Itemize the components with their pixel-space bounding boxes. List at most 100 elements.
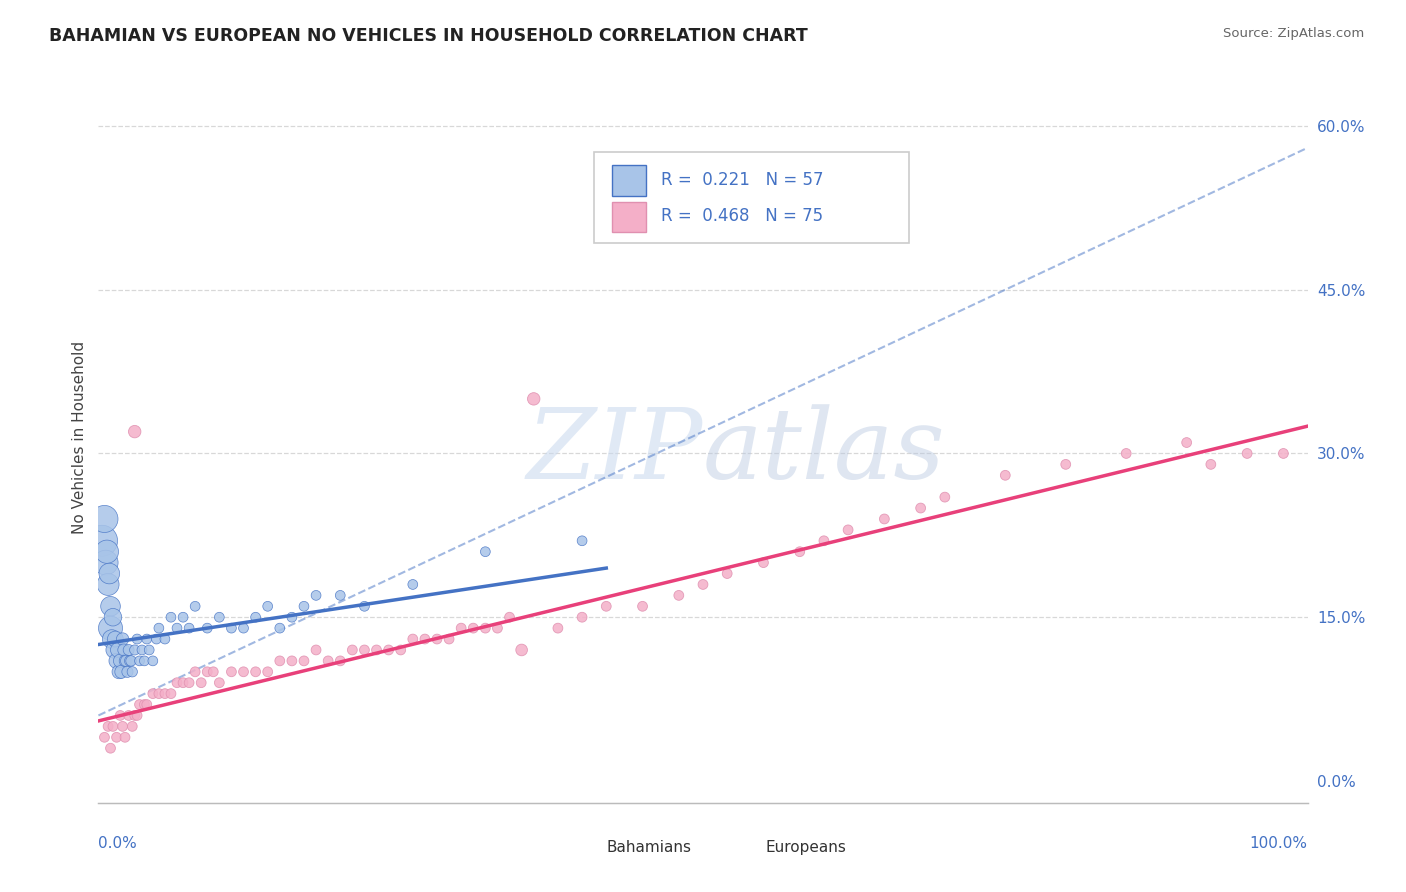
Point [100, 741, 122, 756]
Point [124, 425, 146, 439]
Text: 100.0%: 100.0% [1250, 836, 1308, 851]
Point [389, 643, 412, 657]
Point [305, 643, 328, 657]
Point [994, 468, 1017, 483]
Point [100, 599, 122, 614]
Point [195, 665, 218, 679]
Point [131, 643, 153, 657]
FancyBboxPatch shape [613, 202, 647, 232]
FancyBboxPatch shape [576, 838, 600, 858]
Point [94, 556, 117, 570]
Text: Bahamians: Bahamians [606, 840, 692, 855]
Point [190, 675, 212, 690]
Point [426, 632, 449, 646]
Point [1175, 435, 1198, 450]
Point [571, 610, 593, 624]
Point [179, 675, 201, 690]
Point [232, 621, 254, 635]
Point [153, 632, 176, 646]
Point [281, 610, 304, 624]
Point [353, 599, 375, 614]
Point [128, 654, 150, 668]
Point [100, 632, 122, 646]
Point [221, 665, 243, 679]
Point [329, 654, 352, 668]
Text: Europeans: Europeans [766, 840, 846, 855]
Point [135, 632, 157, 646]
Point [463, 621, 485, 635]
Point [108, 665, 131, 679]
Point [910, 501, 932, 516]
Point [153, 687, 176, 701]
Point [127, 632, 149, 646]
Point [166, 675, 188, 690]
Point [121, 719, 143, 733]
Point [292, 654, 315, 668]
Text: BAHAMIAN VS EUROPEAN NO VEHICLES IN HOUSEHOLD CORRELATION CHART: BAHAMIAN VS EUROPEAN NO VEHICLES IN HOUS… [49, 27, 808, 45]
Point [166, 621, 188, 635]
Point [377, 643, 399, 657]
Point [245, 610, 267, 624]
Point [117, 665, 139, 679]
Point [692, 577, 714, 591]
Point [120, 654, 142, 668]
Point [292, 599, 315, 614]
Text: R =  0.468   N = 75: R = 0.468 N = 75 [661, 207, 823, 225]
Point [112, 643, 135, 657]
FancyBboxPatch shape [735, 838, 759, 858]
Point [366, 643, 388, 657]
Point [148, 687, 170, 701]
FancyBboxPatch shape [595, 152, 908, 244]
Point [93, 512, 115, 526]
Point [115, 654, 138, 668]
Point [124, 708, 146, 723]
Point [752, 556, 775, 570]
Point [97, 719, 120, 733]
Text: atlas: atlas [703, 404, 946, 500]
Point [127, 708, 149, 723]
Point [135, 698, 157, 712]
Point [474, 545, 496, 559]
Point [437, 632, 460, 646]
Point [114, 731, 136, 745]
Point [172, 610, 194, 624]
Point [118, 654, 141, 668]
Point [121, 665, 143, 679]
Point [873, 512, 896, 526]
Point [108, 654, 131, 668]
Point [1199, 458, 1222, 472]
Point [269, 654, 291, 668]
Point [91, 533, 114, 548]
Point [134, 698, 156, 712]
Point [202, 665, 225, 679]
Point [571, 533, 593, 548]
Point [208, 675, 231, 690]
Point [316, 654, 339, 668]
Point [232, 665, 254, 679]
Point [716, 566, 738, 581]
Point [184, 665, 207, 679]
Point [118, 708, 141, 723]
Point [142, 687, 165, 701]
Point [128, 698, 150, 712]
Point [134, 654, 156, 668]
Point [138, 643, 160, 657]
Point [124, 643, 146, 657]
Point [145, 632, 167, 646]
Point [256, 665, 278, 679]
Point [107, 643, 129, 657]
FancyBboxPatch shape [613, 165, 647, 195]
Point [111, 632, 134, 646]
Point [523, 392, 546, 406]
Point [353, 643, 375, 657]
Point [474, 621, 496, 635]
Point [103, 643, 125, 657]
Point [142, 654, 165, 668]
Point [631, 599, 654, 614]
Text: ZIP: ZIP [527, 404, 703, 500]
Point [269, 621, 291, 635]
Point [221, 621, 243, 635]
Point [837, 523, 859, 537]
Point [160, 687, 183, 701]
Text: Source: ZipAtlas.com: Source: ZipAtlas.com [1223, 27, 1364, 40]
